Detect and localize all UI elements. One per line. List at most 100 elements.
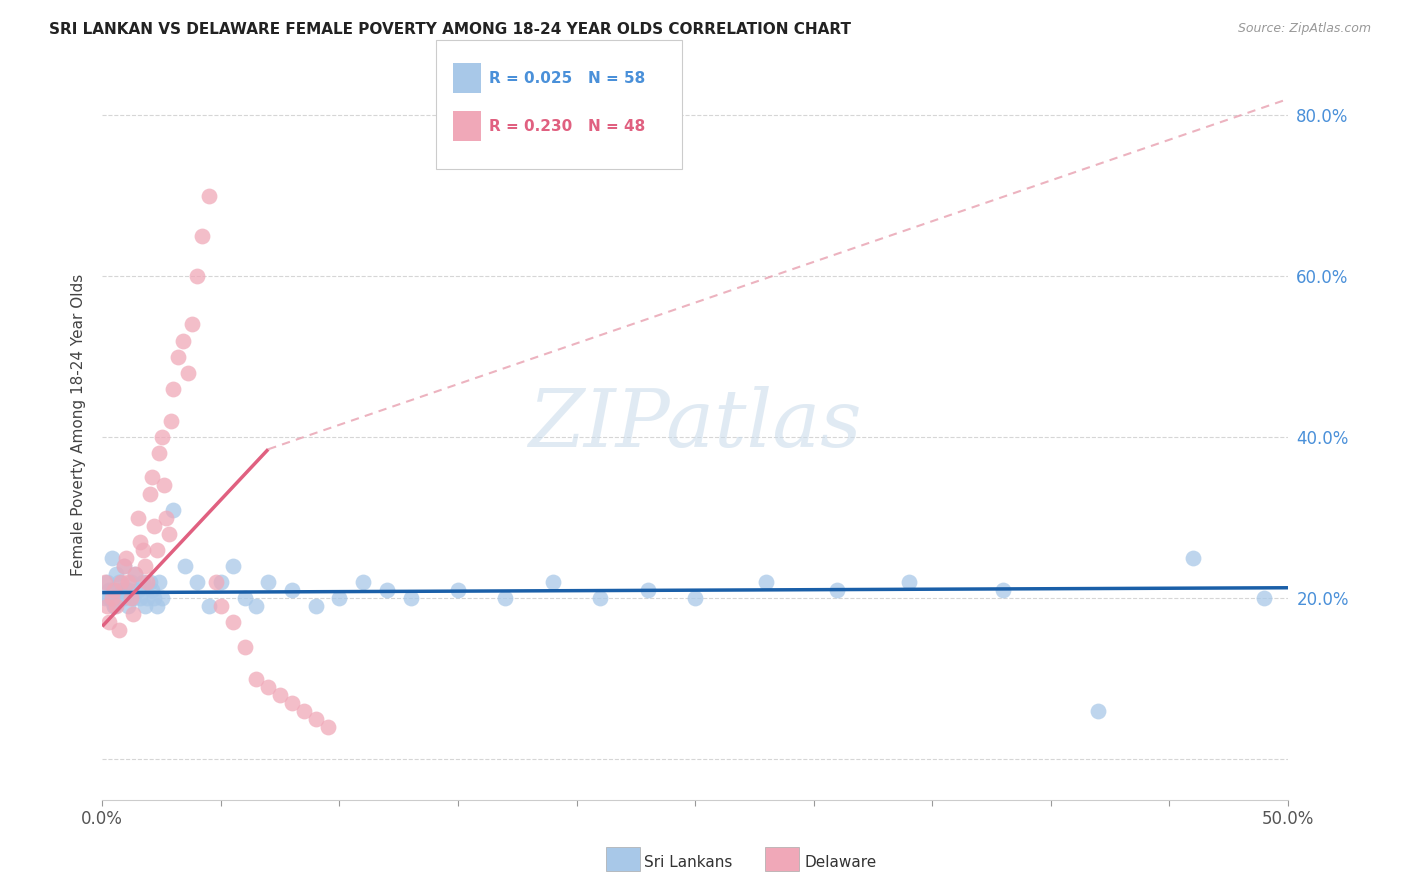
- Point: [447, 583, 470, 598]
- Point: [112, 559, 135, 574]
- Point: [221, 559, 243, 574]
- Point: [129, 534, 152, 549]
- Point: [257, 575, 280, 590]
- Text: R = 0.025   N = 58: R = 0.025 N = 58: [489, 71, 645, 87]
- Point: [827, 583, 849, 598]
- Point: [589, 591, 612, 606]
- Point: [683, 591, 706, 606]
- Point: [141, 583, 163, 598]
- Point: [281, 583, 304, 598]
- Point: [117, 599, 139, 614]
- Point: [108, 583, 131, 598]
- Point: [257, 680, 280, 694]
- Point: [167, 350, 190, 364]
- Point: [134, 559, 156, 574]
- Point: [993, 583, 1015, 598]
- Point: [305, 712, 328, 726]
- Point: [105, 567, 128, 582]
- Point: [176, 366, 198, 380]
- Point: [100, 551, 122, 566]
- Point: [186, 269, 208, 284]
- Point: [541, 575, 564, 590]
- Point: [305, 599, 328, 614]
- Point: [141, 470, 163, 484]
- Point: [98, 615, 121, 630]
- Point: [120, 591, 142, 606]
- Point: [1087, 704, 1109, 718]
- Point: [127, 583, 149, 598]
- Text: R = 0.230   N = 48: R = 0.230 N = 48: [489, 120, 645, 135]
- Text: SRI LANKAN VS DELAWARE FEMALE POVERTY AMONG 18-24 YEAR OLDS CORRELATION CHART: SRI LANKAN VS DELAWARE FEMALE POVERTY AM…: [49, 22, 851, 37]
- Point: [148, 575, 170, 590]
- Point: [138, 486, 160, 500]
- Point: [110, 591, 132, 606]
- Point: [316, 720, 339, 734]
- Text: Source: ZipAtlas.com: Source: ZipAtlas.com: [1237, 22, 1371, 36]
- Point: [96, 575, 118, 590]
- Point: [134, 599, 156, 614]
- Point: [1253, 591, 1275, 606]
- Point: [755, 575, 778, 590]
- Point: [352, 575, 374, 590]
- Point: [205, 575, 228, 590]
- Point: [186, 575, 208, 590]
- Text: ZIPatlas: ZIPatlas: [529, 386, 862, 464]
- Point: [122, 591, 145, 606]
- Point: [160, 414, 183, 428]
- Point: [112, 559, 135, 574]
- Point: [150, 591, 173, 606]
- Point: [145, 542, 167, 557]
- Text: Delaware: Delaware: [804, 855, 876, 870]
- Point: [145, 599, 167, 614]
- Point: [98, 583, 121, 598]
- Point: [136, 591, 159, 606]
- Point: [108, 575, 131, 590]
- Point: [269, 688, 291, 702]
- Point: [98, 591, 121, 606]
- Text: Sri Lankans: Sri Lankans: [644, 855, 733, 870]
- Point: [115, 551, 138, 566]
- Point: [127, 510, 149, 524]
- Point: [198, 599, 221, 614]
- Point: [129, 591, 152, 606]
- Point: [494, 591, 516, 606]
- Point: [124, 567, 146, 582]
- Point: [1182, 551, 1205, 566]
- Point: [131, 575, 153, 590]
- Point: [292, 704, 315, 718]
- Point: [117, 575, 139, 590]
- Point: [131, 542, 153, 557]
- Point: [148, 446, 170, 460]
- Point: [112, 591, 135, 606]
- Point: [115, 583, 138, 598]
- Point: [122, 607, 145, 622]
- Point: [110, 575, 132, 590]
- Point: [157, 526, 180, 541]
- Point: [233, 640, 256, 654]
- Point: [172, 334, 194, 348]
- Point: [245, 672, 267, 686]
- Point: [108, 624, 131, 638]
- Point: [399, 591, 422, 606]
- Point: [191, 228, 214, 243]
- Point: [103, 599, 125, 614]
- Point: [105, 599, 128, 614]
- Point: [143, 518, 166, 533]
- Point: [120, 575, 142, 590]
- Point: [136, 575, 159, 590]
- Point: [150, 430, 173, 444]
- Y-axis label: Female Poverty Among 18-24 Year Olds: Female Poverty Among 18-24 Year Olds: [72, 274, 86, 576]
- Point: [117, 583, 139, 598]
- Point: [162, 502, 184, 516]
- Point: [100, 591, 122, 606]
- Point: [155, 510, 177, 524]
- Point: [328, 591, 350, 606]
- Point: [143, 591, 166, 606]
- Point: [174, 559, 197, 574]
- Point: [281, 696, 304, 710]
- Point: [897, 575, 920, 590]
- Point: [637, 583, 659, 598]
- Point: [93, 575, 115, 590]
- Point: [96, 599, 118, 614]
- Point: [245, 599, 267, 614]
